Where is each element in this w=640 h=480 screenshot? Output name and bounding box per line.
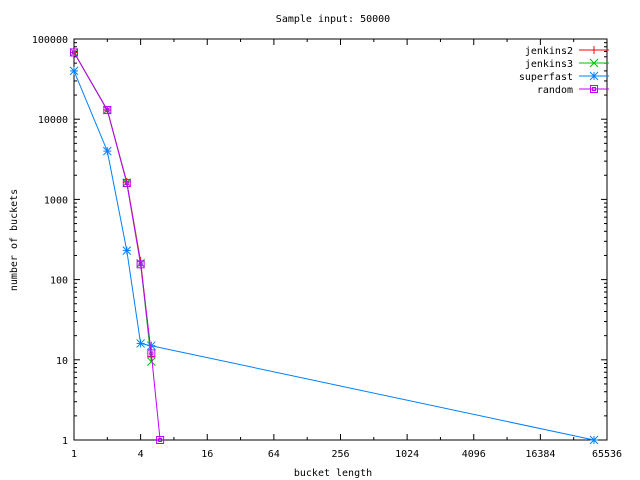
series-superfast [69,66,599,445]
x-tick-label: 16384 [525,449,555,460]
legend-marker [589,58,599,68]
legend-marker [589,71,599,81]
series-line [73,70,595,441]
y-tick-label: 10000 [38,115,68,126]
data-point [103,106,112,115]
data-point [589,435,599,445]
y-tick-label: 1 [62,436,68,447]
legend-label: jenkins2 [525,46,573,57]
legend-item-random: random [537,85,609,96]
y-tick-label: 100 [50,276,68,287]
data-point [136,260,145,269]
y-tick-label: 1000 [44,195,68,206]
x-tick-label: 16 [201,449,213,460]
series-random [70,48,165,444]
y-axis-label: number of buckets [9,189,20,291]
x-tick-label: 4 [138,449,144,460]
data-point [102,146,112,156]
x-tick-label: 65536 [592,449,622,460]
series-line [73,52,161,441]
legend-item-jenkins3: jenkins3 [525,58,609,70]
x-tick-label: 4096 [462,449,486,460]
series-jenkins2 [70,48,156,361]
chart-title: Sample input: 50000 [276,14,390,25]
legend-item-superfast: superfast [519,71,609,83]
plot-area [69,48,599,445]
data-point [147,349,156,358]
legend-label: superfast [519,72,573,83]
data-point [122,179,131,188]
x-tick-label: 64 [268,449,280,460]
data-point [136,339,145,348]
legend-item-jenkins2: jenkins2 [525,46,609,57]
y-tick-label: 100000 [32,35,68,46]
series-jenkins3 [69,48,156,366]
x-tick-label: 1024 [395,449,419,460]
data-point [69,66,79,76]
data-point [122,246,132,255]
y-axis: 1 10 100 1000 10000 100000 [32,35,607,447]
x-axis-label: bucket length [294,468,372,479]
y-tick-label: 10 [56,356,68,367]
data-point [146,357,156,366]
x-tick-label: 256 [331,449,349,460]
data-point [156,436,165,444]
legend-marker [590,46,598,54]
x-tick-label: 1 [71,449,77,460]
legend-label: jenkins3 [525,59,573,70]
data-point [146,341,156,351]
x-axis: 1 4 16 64 256 1024 4096 16384 65536 [71,39,622,460]
data-point [70,48,78,57]
legend-label: random [537,85,573,96]
legend: jenkins2 jenkins3 superfast random [519,46,609,96]
legend-marker [590,85,598,93]
